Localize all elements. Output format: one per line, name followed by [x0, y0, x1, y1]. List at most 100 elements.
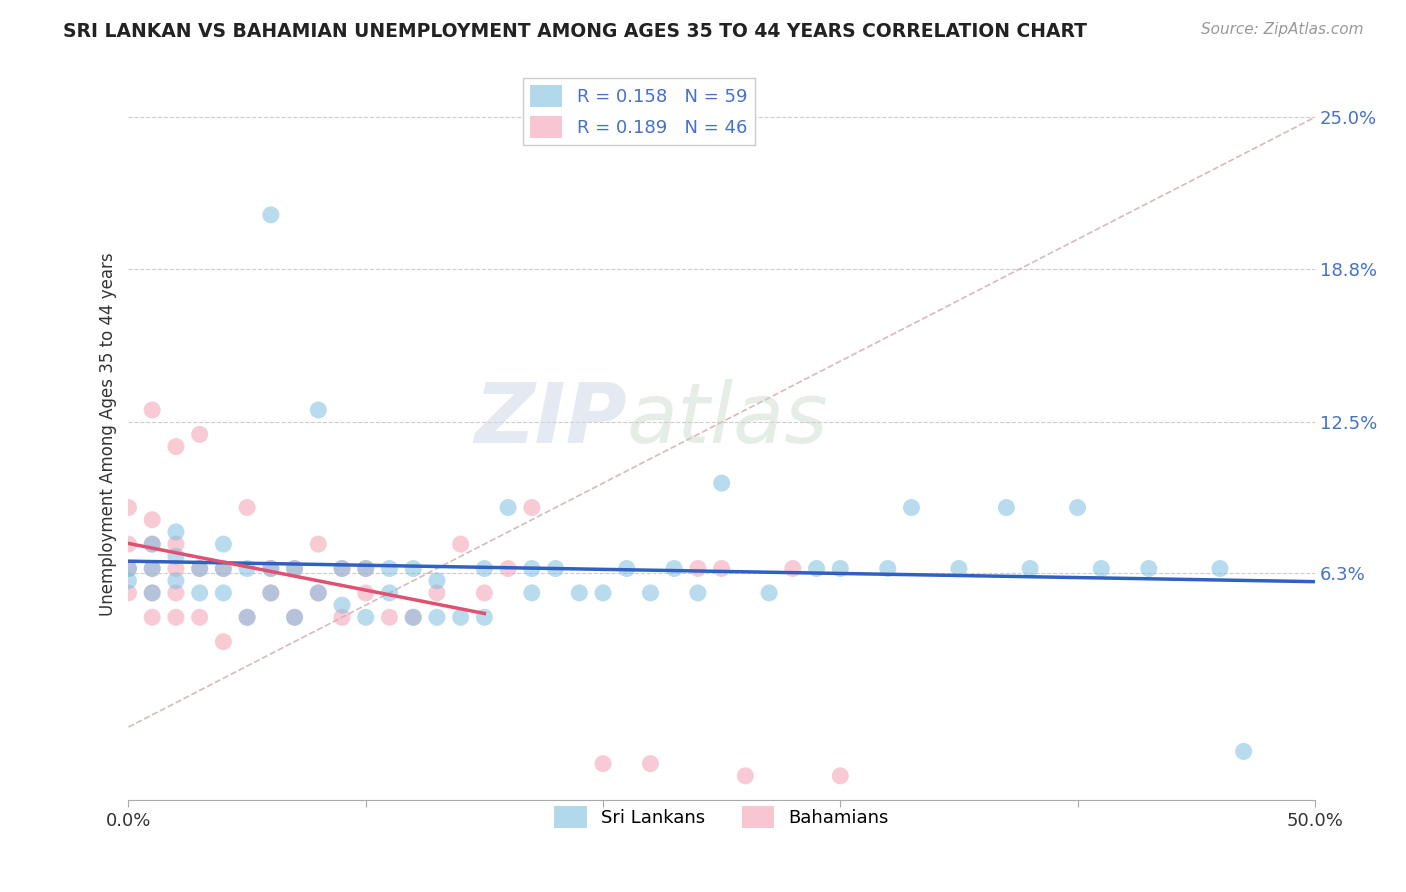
Point — [664, 561, 686, 575]
Point — [592, 756, 614, 771]
Point — [188, 586, 211, 600]
Point — [354, 561, 377, 575]
Point — [236, 500, 259, 515]
Legend: Sri Lankans, Bahamians: Sri Lankans, Bahamians — [547, 798, 896, 835]
Point — [616, 561, 638, 575]
Point — [402, 561, 425, 575]
Point — [260, 586, 283, 600]
Point — [165, 537, 187, 551]
Point — [426, 586, 449, 600]
Point — [141, 610, 163, 624]
Point — [402, 610, 425, 624]
Point — [165, 561, 187, 575]
Point — [378, 561, 401, 575]
Point — [284, 610, 307, 624]
Point — [830, 769, 852, 783]
Point — [426, 574, 449, 588]
Point — [758, 586, 780, 600]
Point — [165, 574, 187, 588]
Point — [212, 634, 235, 648]
Point — [165, 610, 187, 624]
Point — [141, 561, 163, 575]
Point — [520, 561, 543, 575]
Point — [141, 586, 163, 600]
Point — [710, 561, 733, 575]
Point — [640, 586, 662, 600]
Point — [141, 537, 163, 551]
Point — [188, 561, 211, 575]
Text: atlas: atlas — [627, 379, 828, 460]
Y-axis label: Unemployment Among Ages 35 to 44 years: Unemployment Among Ages 35 to 44 years — [100, 252, 117, 616]
Point — [710, 476, 733, 491]
Point — [948, 561, 970, 575]
Point — [284, 610, 307, 624]
Point — [165, 586, 187, 600]
Point — [165, 524, 187, 539]
Point — [141, 586, 163, 600]
Point — [330, 561, 353, 575]
Point — [236, 610, 259, 624]
Point — [330, 598, 353, 612]
Point — [1137, 561, 1160, 575]
Point — [330, 610, 353, 624]
Point — [307, 586, 329, 600]
Point — [307, 586, 329, 600]
Point — [307, 537, 329, 551]
Point — [212, 561, 235, 575]
Point — [734, 769, 756, 783]
Text: Source: ZipAtlas.com: Source: ZipAtlas.com — [1201, 22, 1364, 37]
Point — [496, 561, 519, 575]
Point — [117, 574, 139, 588]
Point — [330, 561, 353, 575]
Point — [686, 586, 709, 600]
Point — [474, 561, 496, 575]
Point — [806, 561, 828, 575]
Point — [260, 586, 283, 600]
Point — [876, 561, 898, 575]
Point — [165, 440, 187, 454]
Point — [474, 610, 496, 624]
Point — [117, 537, 139, 551]
Point — [141, 513, 163, 527]
Point — [117, 561, 139, 575]
Point — [284, 561, 307, 575]
Point — [284, 561, 307, 575]
Point — [450, 610, 472, 624]
Point — [165, 549, 187, 564]
Point — [212, 586, 235, 600]
Point — [640, 756, 662, 771]
Point — [782, 561, 804, 575]
Point — [260, 208, 283, 222]
Point — [1209, 561, 1232, 575]
Text: SRI LANKAN VS BAHAMIAN UNEMPLOYMENT AMONG AGES 35 TO 44 YEARS CORRELATION CHART: SRI LANKAN VS BAHAMIAN UNEMPLOYMENT AMON… — [63, 22, 1087, 41]
Point — [354, 586, 377, 600]
Text: ZIP: ZIP — [474, 379, 627, 460]
Point — [117, 500, 139, 515]
Point — [354, 610, 377, 624]
Point — [141, 537, 163, 551]
Point — [188, 610, 211, 624]
Point — [426, 610, 449, 624]
Point — [117, 561, 139, 575]
Point — [450, 537, 472, 551]
Point — [212, 561, 235, 575]
Point — [188, 561, 211, 575]
Point — [188, 427, 211, 442]
Point — [212, 537, 235, 551]
Point — [141, 403, 163, 417]
Point — [378, 586, 401, 600]
Point — [117, 586, 139, 600]
Point — [1233, 744, 1256, 758]
Point — [378, 610, 401, 624]
Point — [568, 586, 591, 600]
Point — [1066, 500, 1088, 515]
Point — [830, 561, 852, 575]
Point — [354, 561, 377, 575]
Point — [1019, 561, 1042, 575]
Point — [260, 561, 283, 575]
Point — [520, 586, 543, 600]
Point — [236, 561, 259, 575]
Point — [474, 586, 496, 600]
Point — [520, 500, 543, 515]
Point — [260, 561, 283, 575]
